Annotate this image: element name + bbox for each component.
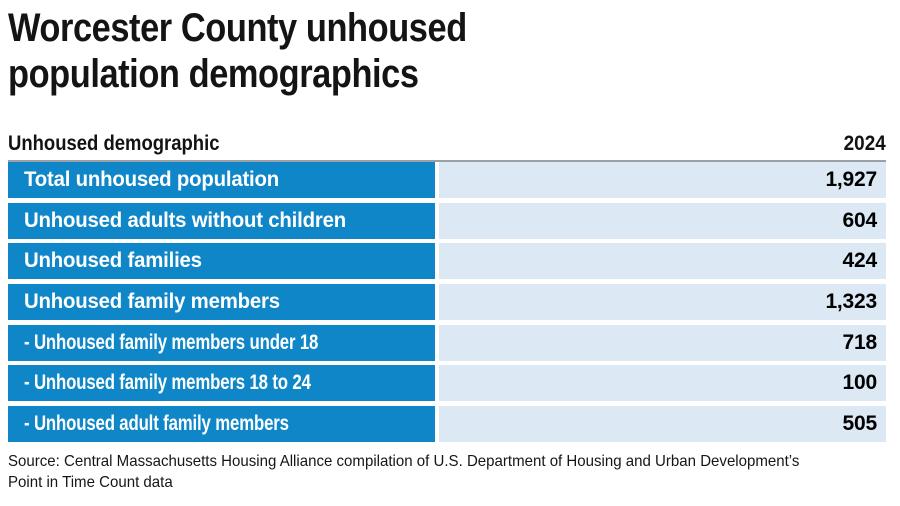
- row-value-cell: 505: [439, 406, 886, 443]
- row-label-cell: - Unhoused family members under 18: [8, 324, 435, 361]
- table-row: Unhoused families 424: [8, 243, 886, 280]
- table-row: Total unhoused population 1,927: [8, 162, 886, 198]
- page-title-line-2: population demographics: [8, 52, 419, 96]
- row-value-cell: 604: [439, 202, 886, 239]
- row-label-cell: - Unhoused adult family members: [8, 406, 435, 443]
- row-value-cell: 424: [439, 243, 886, 280]
- demographics-table: Total unhoused population 1,927 Unhoused…: [8, 162, 886, 443]
- header-rule: [8, 160, 886, 162]
- table-row-indented: - Unhoused family members under 18 718: [8, 324, 886, 361]
- source-note: Source: Central Massachusetts Housing Al…: [8, 451, 850, 493]
- table-row: Unhoused family members 1,323: [8, 284, 886, 321]
- source-line-2: Point in Time Count data: [8, 474, 173, 491]
- row-label-cell: Total unhoused population: [8, 162, 435, 198]
- row-value-cell: 718: [439, 324, 886, 361]
- table-column-header: Unhoused demographic 2024: [8, 132, 886, 156]
- page-title-line-1: Worcester County unhoused: [8, 6, 467, 50]
- column-header-year: 2024: [843, 132, 886, 155]
- row-value-cell: 100: [439, 365, 886, 402]
- row-label-cell: Unhoused families: [8, 243, 435, 280]
- page-title: Worcester County unhoused population dem…: [8, 5, 541, 97]
- source-line-1: Source: Central Massachusetts Housing Al…: [8, 453, 800, 470]
- table-row: Unhoused adults without children 604: [8, 202, 886, 239]
- table-row-indented: - Unhoused adult family members 505: [8, 406, 886, 443]
- row-label-cell: Unhoused adults without children: [8, 202, 435, 239]
- table-row-indented: - Unhoused family members 18 to 24 100: [8, 365, 886, 402]
- column-header-demographic: Unhoused demographic: [8, 132, 220, 155]
- row-label-cell: Unhoused family members: [8, 284, 435, 321]
- row-value-cell: 1,323: [439, 284, 886, 321]
- row-value-cell: 1,927: [439, 162, 886, 198]
- row-label-cell: - Unhoused family members 18 to 24: [8, 365, 435, 402]
